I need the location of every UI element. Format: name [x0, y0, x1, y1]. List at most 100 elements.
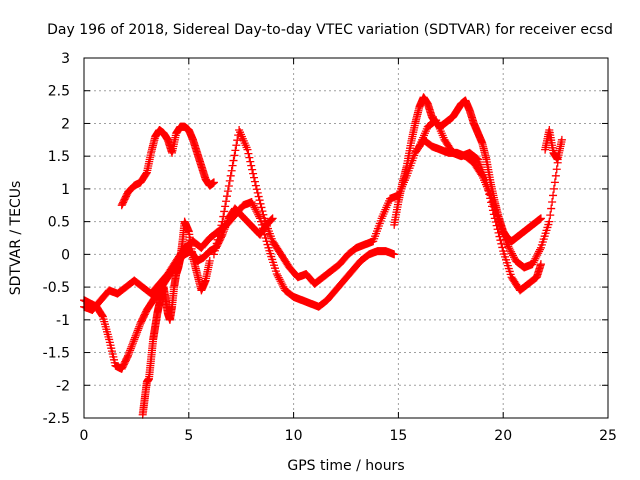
data-point-marker [216, 224, 225, 233]
data-point-marker [231, 146, 240, 155]
data-point-marker [508, 249, 517, 258]
data-point-marker [504, 242, 513, 251]
data-point-marker [497, 239, 506, 248]
series-track-e [138, 217, 214, 419]
data-point-marker [509, 253, 518, 262]
data-point-marker [218, 217, 227, 226]
data-point-marker [530, 256, 539, 265]
data-point-marker [495, 232, 504, 241]
series-track-i [541, 126, 566, 164]
series-track-b [80, 198, 399, 314]
x-tick-label: 25 [599, 428, 617, 444]
data-point-marker [250, 173, 259, 182]
data-point-marker [211, 243, 220, 252]
data-point-marker [251, 205, 260, 214]
data-point-marker [528, 260, 537, 269]
data-point-marker [209, 250, 218, 259]
data-point-marker [220, 207, 229, 216]
data-point-marker [534, 249, 543, 258]
data-point-marker [483, 182, 492, 191]
data-point-marker [535, 247, 544, 256]
data-point-marker [131, 331, 140, 340]
data-point-marker [276, 277, 285, 286]
y-tick-label: -1.5 [43, 346, 70, 362]
data-point-marker [224, 182, 233, 190]
data-point-marker [533, 251, 542, 260]
data-point-marker [257, 203, 266, 212]
data-point-marker [493, 225, 502, 234]
data-point-marker [126, 346, 135, 355]
data-layer [80, 93, 566, 419]
data-point-marker [492, 221, 501, 230]
x-tick-label: 0 [80, 428, 89, 444]
data-point-marker [486, 194, 495, 203]
data-point-marker [390, 250, 399, 259]
data-point-marker [557, 135, 566, 144]
y-tick-label: -1 [56, 313, 70, 329]
data-point-marker [551, 171, 560, 180]
data-point-marker [508, 251, 517, 260]
data-point-marker [129, 337, 138, 346]
data-point-marker [217, 221, 226, 230]
data-point-marker [247, 161, 256, 170]
data-point-marker [546, 211, 555, 220]
y-tick-label: 2.5 [48, 84, 70, 100]
y-tick-label: 2 [61, 116, 70, 132]
y-tick-label: 1 [61, 182, 70, 198]
x-tick-label: 20 [494, 428, 512, 444]
data-point-marker [126, 344, 135, 353]
data-point-marker [127, 342, 136, 351]
data-point-marker [489, 210, 498, 219]
y-tick-label: 0.5 [48, 215, 70, 231]
data-point-marker [233, 136, 242, 145]
data-point-marker [275, 275, 284, 284]
data-point-marker [258, 207, 267, 216]
data-point-marker [227, 166, 236, 175]
data-point-marker [243, 145, 252, 154]
data-point-marker [545, 217, 554, 226]
data-point-marker [482, 178, 491, 187]
data-point-marker [253, 188, 262, 197]
data-point-marker [244, 149, 253, 158]
data-point-marker [531, 254, 540, 263]
data-point-marker [491, 218, 500, 226]
data-point-marker [249, 201, 258, 210]
chart-title: Day 196 of 2018, Sidereal Day-to-day VTE… [47, 22, 613, 38]
data-point-marker [254, 192, 263, 201]
data-point-marker [219, 212, 228, 221]
data-point-marker [484, 186, 493, 195]
data-point-marker [210, 246, 219, 255]
data-point-marker [125, 348, 134, 357]
data-point-marker [507, 247, 516, 256]
x-tick-label: 5 [184, 428, 193, 444]
data-point-marker [214, 232, 223, 241]
data-point-marker [253, 208, 262, 217]
data-point-marker [277, 279, 286, 288]
data-point-marker [267, 215, 276, 224]
data-point-marker [494, 228, 503, 237]
data-point-marker [552, 165, 561, 174]
y-tick-label: 0 [61, 247, 70, 263]
data-point-marker [130, 335, 139, 344]
y-tick-label: 1.5 [48, 149, 70, 165]
data-point-marker [255, 196, 264, 205]
y-axis-label: SDTVAR / TECUs [8, 181, 24, 296]
data-point-marker [267, 215, 276, 224]
data-point-marker [256, 199, 265, 208]
data-point-marker [536, 260, 545, 269]
data-point-marker [278, 280, 287, 289]
data-point-marker [535, 245, 544, 254]
data-point-marker [549, 191, 558, 200]
y-tick-label: -2.5 [43, 411, 70, 427]
data-point-marker [252, 185, 261, 194]
data-point-marker [536, 214, 545, 223]
data-point-marker [230, 151, 239, 160]
plot-frame [83, 57, 609, 419]
data-point-marker [128, 339, 137, 348]
data-point-marker [222, 192, 231, 201]
data-point-marker [490, 214, 499, 223]
data-point-marker [249, 169, 258, 178]
data-point-marker [496, 236, 505, 245]
data-point-marker [532, 252, 541, 261]
data-point-marker [279, 282, 288, 291]
